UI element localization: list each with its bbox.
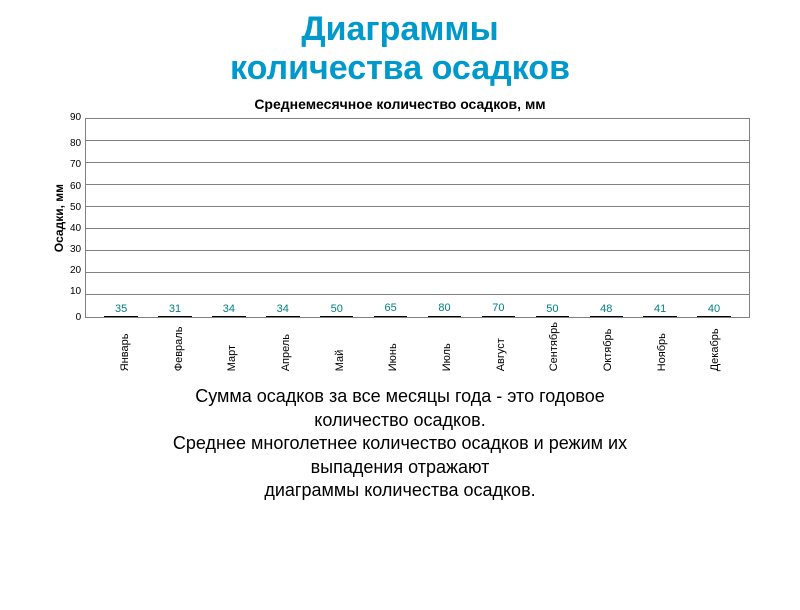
x-label-slot: Июнь [366, 322, 420, 371]
chart-title: Среднемесячное количество осадков, мм [0, 96, 800, 112]
x-label: Июнь [387, 322, 399, 371]
page-title: Диаграммы количества осадков [0, 10, 800, 88]
bar-slot: 34 [256, 316, 310, 317]
x-label-slot: Август [474, 322, 528, 371]
x-label: Апрель [280, 322, 292, 371]
bar [104, 316, 137, 317]
bar-value-label: 40 [708, 303, 720, 315]
y-tick: 60 [70, 182, 81, 192]
description-line: Среднее многолетнее количество осадков и… [173, 433, 627, 453]
bar-value-label: 80 [438, 302, 450, 314]
description-line: Сумма осадков за все месяцы года - это г… [195, 386, 605, 406]
plot-area: 353134345065807050484140 [85, 118, 750, 318]
bar-slot: 48 [579, 316, 633, 317]
x-label-slot: Декабрь [688, 322, 742, 371]
x-label: Февраль [173, 322, 185, 371]
bar [266, 316, 299, 317]
bar-value-label: 31 [169, 303, 181, 315]
x-label: Август [495, 322, 507, 371]
bar [590, 316, 623, 317]
y-tick: 40 [70, 224, 81, 234]
bar-slot: 80 [418, 316, 472, 317]
bar-value-label: 70 [492, 302, 504, 314]
bar-slot: 41 [633, 316, 687, 317]
bar [643, 316, 676, 317]
x-label-slot: Февраль [152, 322, 206, 371]
description-line: диаграммы количества осадков. [264, 480, 535, 500]
bar [320, 316, 353, 317]
precip-chart: Осадки, мм 9080706050403020100 353134345… [50, 118, 750, 371]
bar [212, 316, 245, 317]
x-label: Сентябрь [548, 322, 560, 371]
x-label: Январь [119, 322, 131, 371]
description-line: количество осадков. [314, 410, 485, 430]
bar-value-label: 41 [654, 303, 666, 315]
description-line: выпадения отражают [311, 457, 490, 477]
x-label-slot: Июль [420, 322, 474, 371]
x-label: Ноябрь [656, 322, 668, 371]
bar-value-label: 50 [546, 303, 558, 315]
bar-slot: 35 [94, 316, 148, 317]
x-label-slot: Апрель [259, 322, 313, 371]
bar-slot: 40 [687, 316, 741, 317]
bar [428, 316, 461, 317]
bar [697, 316, 730, 317]
bar-value-label: 35 [115, 303, 127, 315]
y-tick: 90 [70, 113, 81, 123]
x-label: Май [334, 322, 346, 371]
bar-slot: 34 [202, 316, 256, 317]
bar-value-label: 34 [223, 303, 235, 315]
x-label-slot: Октябрь [581, 322, 635, 371]
bar [374, 316, 407, 317]
bar-value-label: 50 [331, 303, 343, 315]
bar-slot: 70 [471, 316, 525, 317]
page-title-line2: количества осадков [230, 49, 570, 87]
description-text: Сумма осадков за все месяцы года - это г… [0, 385, 800, 502]
bar-value-label: 65 [384, 302, 396, 314]
y-ticks: 9080706050403020100 [68, 118, 85, 318]
bars-container: 353134345065807050484140 [86, 119, 749, 317]
y-axis-label: Осадки, мм [50, 184, 68, 252]
bar-slot: 50 [525, 316, 579, 317]
y-tick: 70 [70, 160, 81, 170]
y-tick: 30 [70, 245, 81, 255]
bar [482, 316, 515, 317]
y-tick: 50 [70, 203, 81, 213]
x-label-slot: Сентябрь [527, 322, 581, 371]
bar-value-label: 34 [277, 303, 289, 315]
y-tick: 20 [70, 266, 81, 276]
bar-slot: 31 [148, 316, 202, 317]
bar [536, 316, 569, 317]
x-label-slot: Январь [98, 322, 152, 371]
y-tick: 80 [70, 139, 81, 149]
y-tick: 0 [70, 313, 81, 323]
y-tick: 10 [70, 287, 81, 297]
bar-value-label: 48 [600, 303, 612, 315]
bar-slot: 65 [364, 316, 418, 317]
x-label-slot: Март [205, 322, 259, 371]
x-label-slot: Май [313, 322, 367, 371]
x-label-slot: Ноябрь [635, 322, 689, 371]
bar-slot: 50 [310, 316, 364, 317]
page-title-line1: Диаграммы [301, 10, 498, 48]
bar [158, 316, 191, 317]
x-label: Октябрь [602, 322, 614, 371]
x-labels: Январь Февраль Март Апрель Май Июнь Июль Август… [90, 318, 750, 371]
x-label: Декабрь [709, 322, 721, 371]
x-label: Март [226, 322, 238, 371]
x-label: Июль [441, 322, 453, 371]
